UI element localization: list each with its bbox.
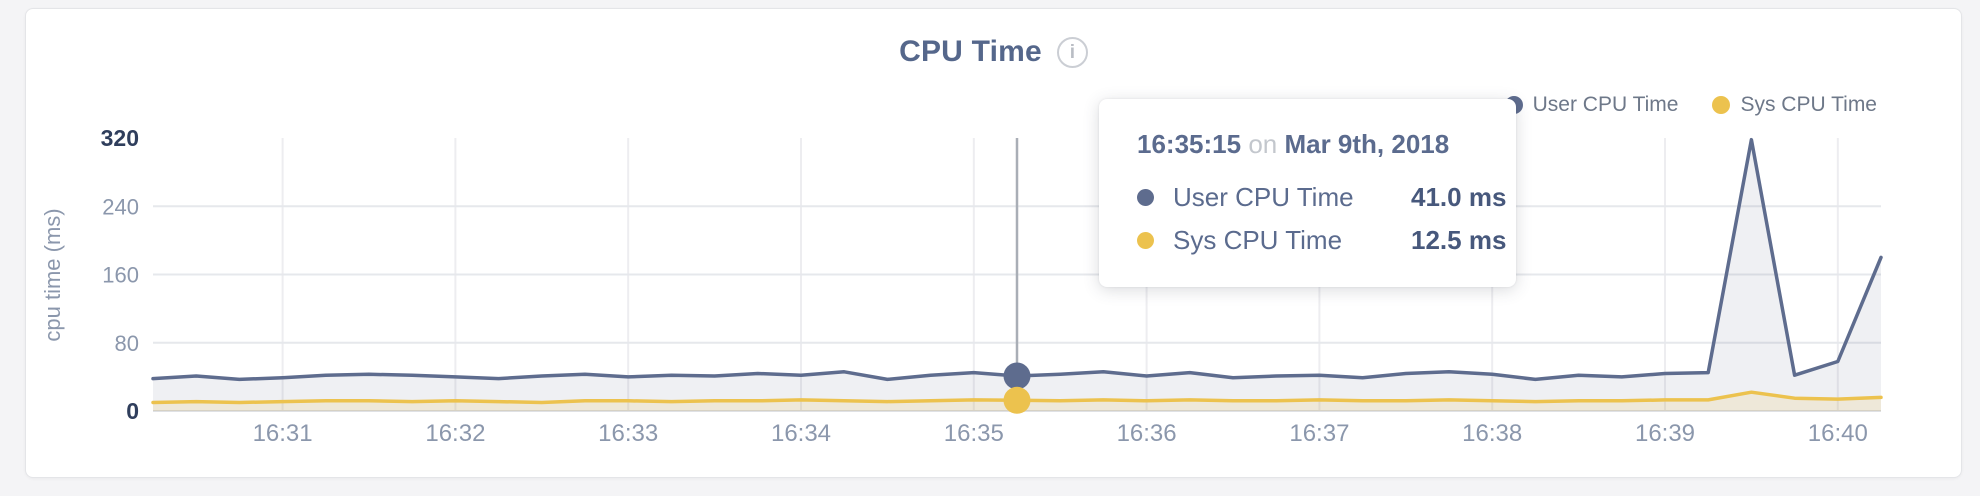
legend-item-user-cpu-time[interactable]: User CPU Time (1504, 93, 1679, 117)
x-tick-label: 16:32 (425, 420, 485, 447)
cpu-time-chart[interactable]: 16:31 16:32 16:33 16:34 16:35 16:36 16:37 16:38… (26, 9, 1963, 479)
legend-label: User CPU Time (1532, 93, 1679, 116)
tooltip-date: Mar 9th, 2018 (1284, 129, 1450, 159)
sys-series-dot-icon (1137, 232, 1154, 249)
x-tick-label: 16:35 (944, 420, 1004, 447)
chart-card: CPU Time i 16:31 16:32 16:33 16:34 16:35 16:3… (25, 8, 1962, 478)
tooltip-row-user: User CPU Time 41.0 ms (1137, 182, 1506, 213)
info-icon[interactable]: i (1056, 36, 1088, 68)
x-tick-label: 16:39 (1635, 420, 1695, 447)
y-tick-label: 0 (126, 398, 139, 424)
sys-series-dot-icon (1712, 96, 1731, 114)
hover-marker-dot (1003, 386, 1031, 414)
tooltip-row-sys: Sys CPU Time 12.5 ms (1137, 225, 1506, 256)
chart-legend: User CPU Time Sys CPU Time (1504, 93, 1877, 117)
y-tick-label: 240 (102, 194, 139, 219)
x-tick-label: 16:40 (1808, 420, 1868, 447)
chart-title: CPU Time (899, 35, 1042, 68)
tooltip-series-value: 12.5 ms (1411, 225, 1507, 255)
x-tick-label: 16:33 (598, 420, 658, 447)
x-tick-label: 16:38 (1462, 420, 1522, 447)
x-tick-label: 16:37 (1289, 420, 1349, 447)
tooltip-series-label: User CPU Time (1173, 182, 1354, 212)
series-area (153, 139, 1881, 411)
y-tick-label: 80 (115, 331, 139, 356)
y-axis-title: cpu time (ms) (40, 208, 65, 341)
y-tick-label: 160 (102, 263, 139, 288)
tooltip-timestamp: 16:35:15 on Mar 9th, 2018 (1137, 129, 1482, 160)
legend-label: Sys CPU Time (1740, 93, 1877, 116)
tooltip-time: 16:35:15 (1137, 129, 1242, 159)
user-series-dot-icon (1137, 189, 1154, 206)
legend-item-sys-cpu-time[interactable]: Sys CPU Time (1712, 93, 1877, 117)
tooltip-series-value: 41.0 ms (1411, 182, 1507, 212)
chart-header: CPU Time i (26, 35, 1961, 69)
tooltip-series-label: Sys CPU Time (1173, 225, 1343, 255)
x-tick-label: 16:34 (771, 420, 831, 447)
tooltip-connector: on (1248, 129, 1278, 159)
y-tick-label: 320 (101, 125, 139, 151)
x-tick-label: 16:31 (253, 420, 313, 447)
x-tick-label: 16:36 (1117, 420, 1177, 447)
hover-tooltip: 16:35:15 on Mar 9th, 2018 User CPU Time … (1099, 99, 1516, 287)
hover-marker-dot (1003, 362, 1031, 390)
